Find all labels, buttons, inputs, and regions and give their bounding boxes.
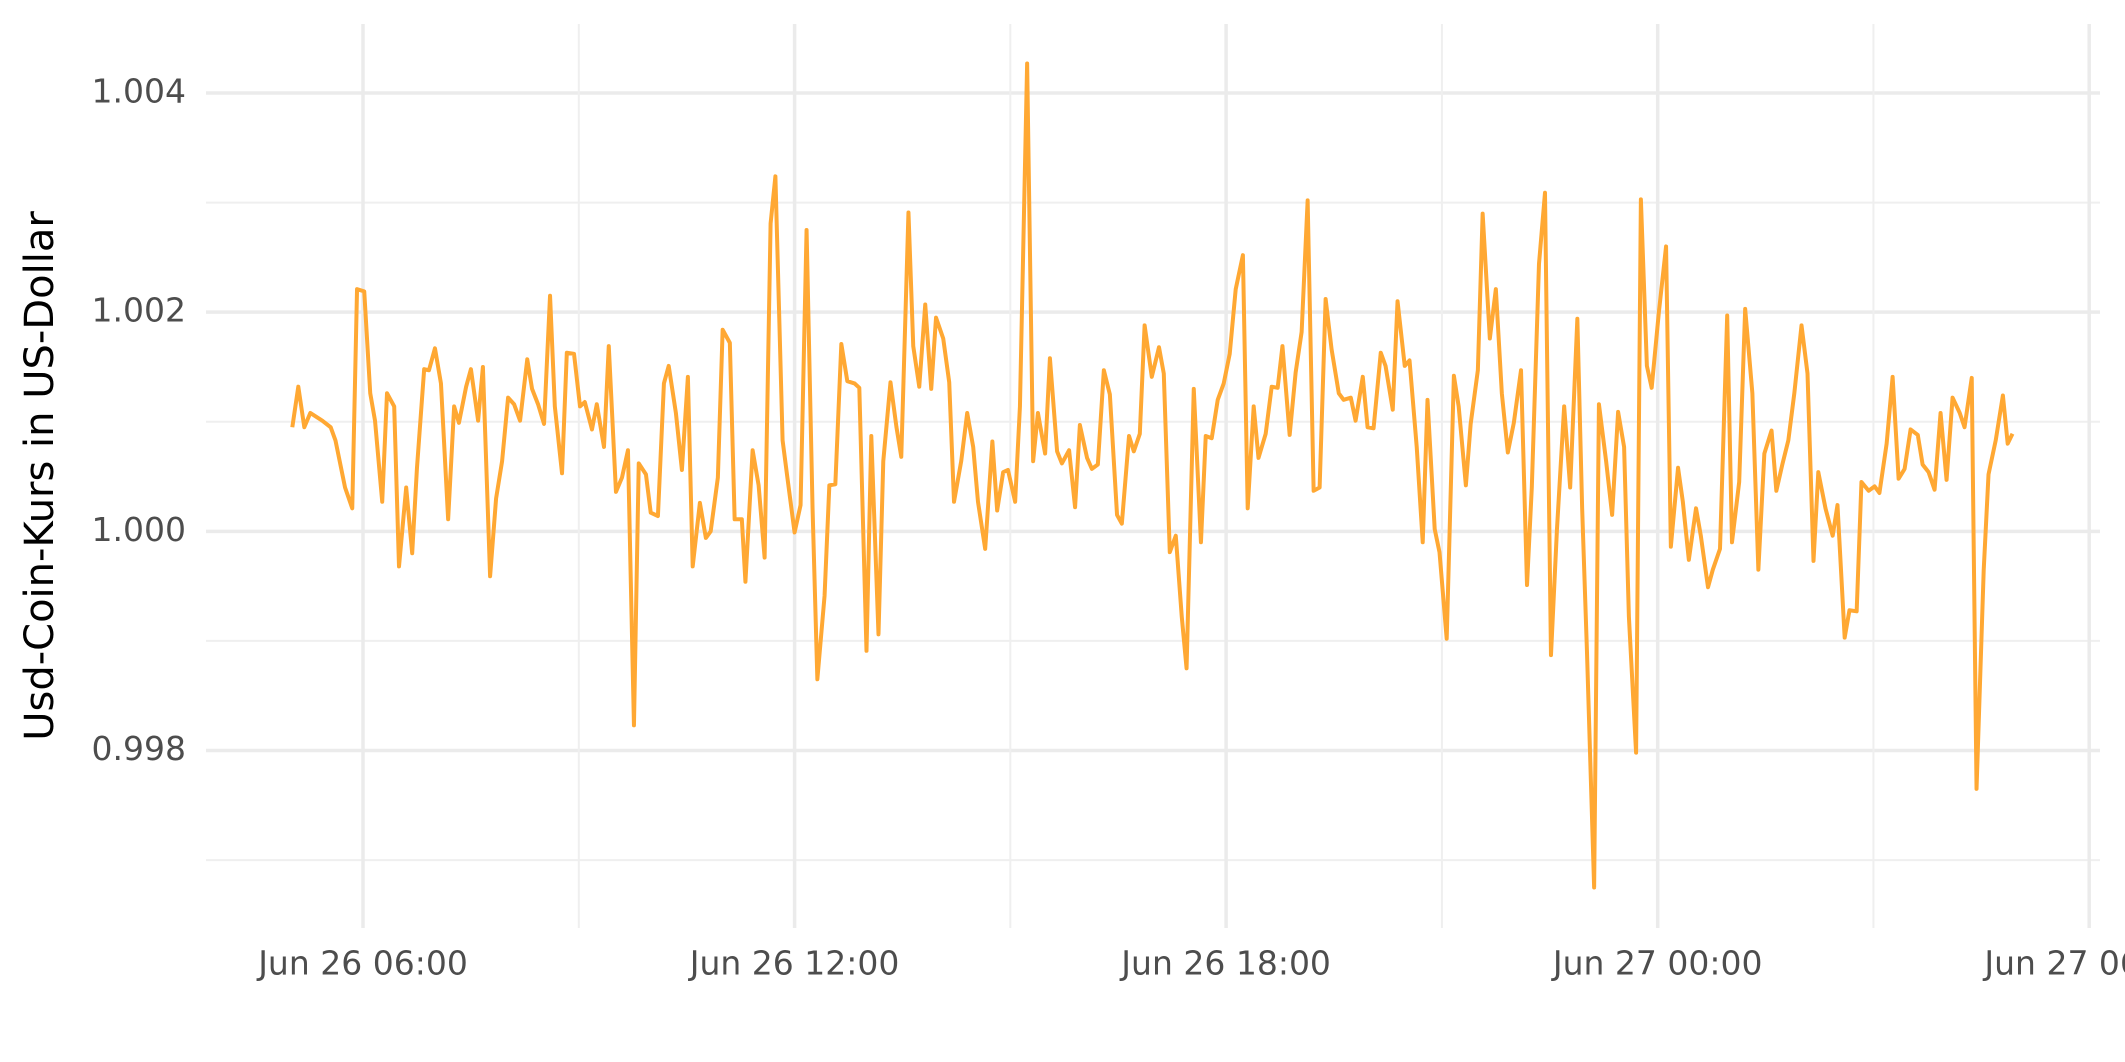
y-tick-label: 1.002 [92,291,186,330]
y-tick-label: 1.004 [92,72,186,111]
y-axis-title: Usd-Coin-Kurs in US-Dollar [17,211,63,741]
data-line [290,61,2015,890]
y-tick-label: 1.000 [92,510,186,549]
x-tick-label: Jun 26 06:00 [256,944,468,983]
x-tick-label: Jun 27 00:00 [1551,944,1763,983]
x-tick-label: Jun 26 18:00 [1119,944,1331,983]
plot-area [290,61,2015,890]
x-tick-label: Jun 27 06:00 [1982,944,2125,983]
x-tick-label: Jun 26 12:00 [688,944,900,983]
y-tick-label: 0.998 [92,729,186,768]
